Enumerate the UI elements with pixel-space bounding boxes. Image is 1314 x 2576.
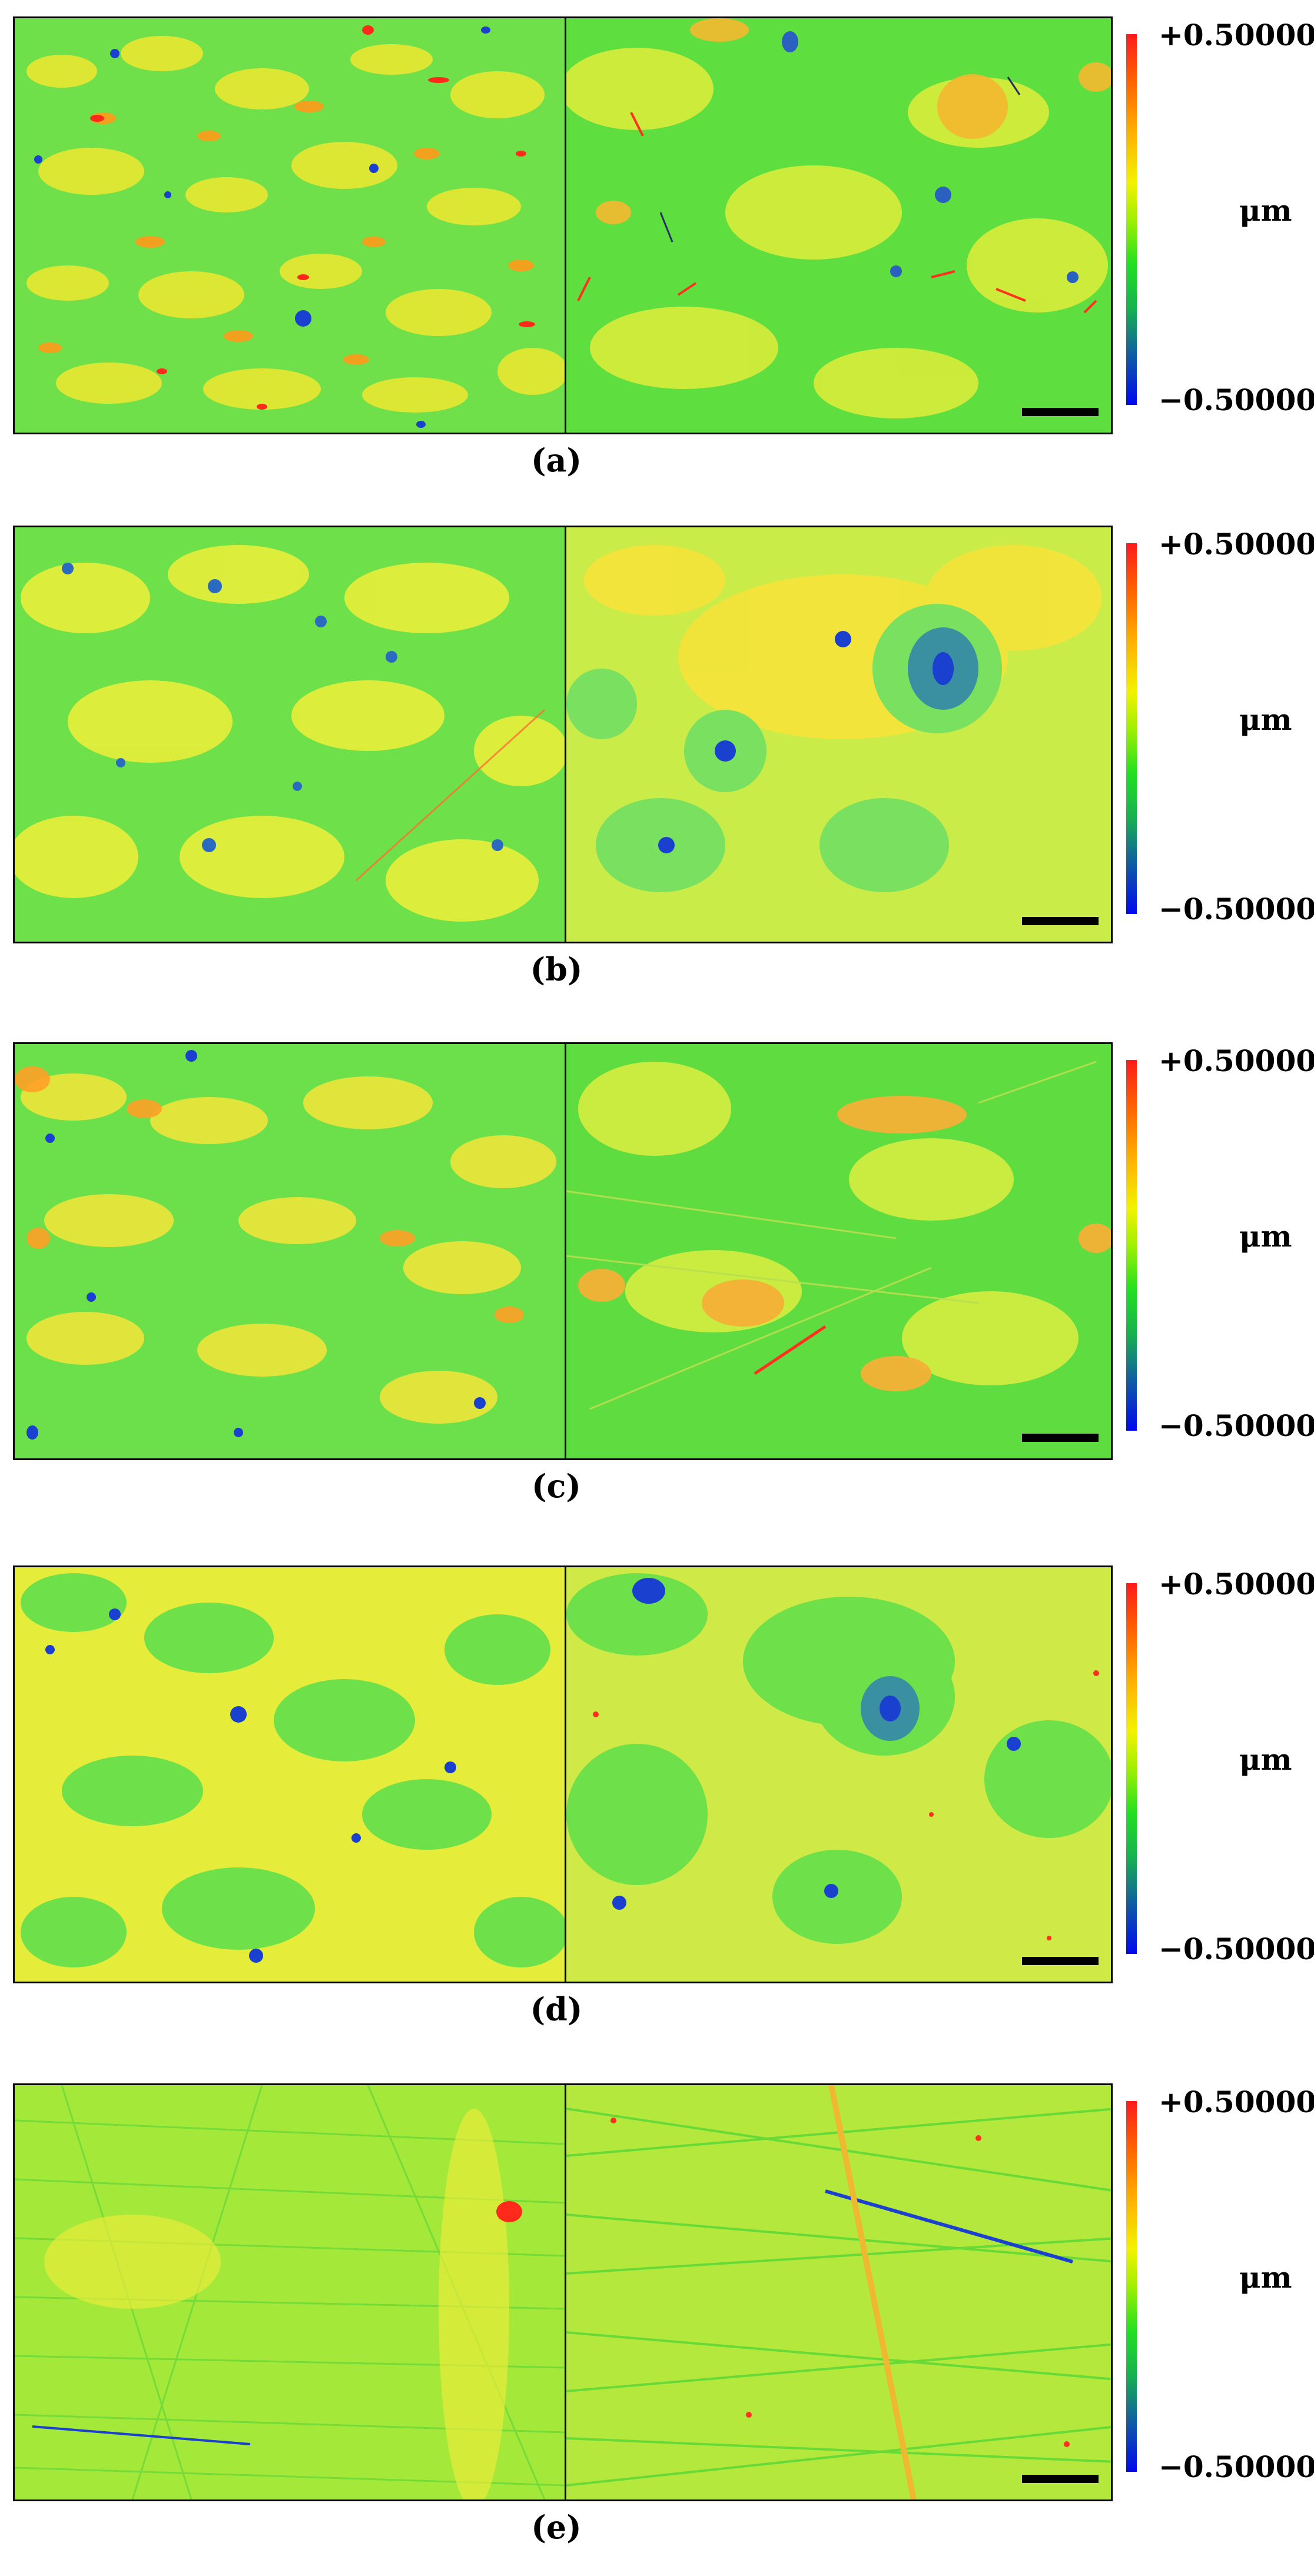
panel-c: +0.50000 μm −0.50000 (c) (0, 1042, 1314, 1531)
colorbar (1126, 543, 1137, 914)
colorbar-max-label: +0.50000 (1159, 1043, 1314, 1078)
colorbar-min-label: −0.50000 (1159, 892, 1314, 926)
scale-bar (1022, 917, 1099, 925)
height-map-pair (13, 1565, 1113, 1983)
panel-b: +0.50000 μm −0.50000 (b) (0, 526, 1314, 1014)
height-map-right (565, 1567, 1111, 1982)
colorbar-unit-label: μm (1239, 193, 1292, 228)
panel-caption: (a) (530, 441, 582, 479)
panel-d: +0.50000 μm −0.50000 (d) (0, 1565, 1314, 2054)
height-map-pair (13, 526, 1113, 943)
colorbar-max-label: +0.50000 (1159, 1567, 1314, 1601)
colorbar-unit-label: μm (1239, 1742, 1292, 1777)
colorbar-max-label: +0.50000 (1159, 18, 1314, 52)
colorbar (1126, 1583, 1137, 1954)
panel-caption: (d) (530, 1990, 583, 2028)
panel-a: +0.50000 μm −0.50000 (a) (0, 16, 1314, 505)
panel-caption: (c) (532, 1467, 581, 1505)
height-map-left (15, 2085, 565, 2499)
scale-bar (1022, 408, 1099, 416)
colorbar (1126, 34, 1137, 405)
height-map-right (565, 18, 1111, 433)
colorbar-max-label: +0.50000 (1159, 527, 1314, 561)
panel-caption: (e) (531, 2508, 582, 2546)
colorbar-min-label: −0.50000 (1159, 1408, 1314, 1443)
height-map-right (565, 527, 1111, 942)
colorbar-min-label: −0.50000 (1159, 383, 1314, 417)
height-map-pair (13, 2083, 1113, 2501)
height-map-pair (13, 16, 1113, 434)
colorbar (1126, 2101, 1137, 2472)
height-map-pair (13, 1042, 1113, 1460)
colorbar-min-label: −0.50000 (1159, 2449, 1314, 2484)
scale-bar (1022, 1957, 1099, 1965)
height-map-left (15, 1567, 565, 1982)
height-map-left (15, 527, 565, 942)
scale-bar (1022, 2475, 1099, 2483)
colorbar-min-label: −0.50000 (1159, 1932, 1314, 1966)
height-map-right (565, 1044, 1111, 1458)
scale-bar (1022, 1434, 1099, 1442)
height-map-right (565, 2085, 1111, 2499)
height-map-left (15, 1044, 565, 1458)
height-map-left (15, 18, 565, 433)
panel-e: +0.50000 μm −0.50000 (e) (0, 2083, 1314, 2572)
colorbar-unit-label: μm (1239, 2260, 1292, 2295)
colorbar (1126, 1060, 1137, 1431)
colorbar-max-label: +0.50000 (1159, 2085, 1314, 2119)
colorbar-unit-label: μm (1239, 702, 1292, 737)
colorbar-unit-label: μm (1239, 1219, 1292, 1254)
panel-caption: (b) (530, 950, 583, 988)
